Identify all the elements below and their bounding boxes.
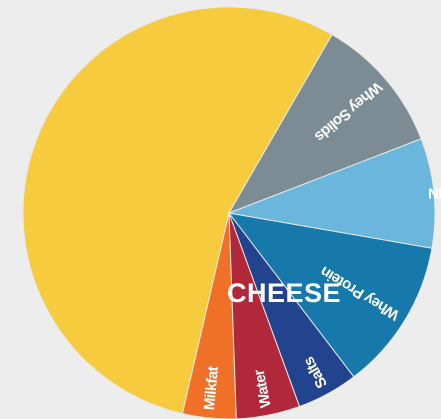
slice-label-cheese: CHEESE	[227, 278, 341, 308]
slice-label-nfdm: NFDM	[428, 185, 441, 202]
slice-label-milkfat: Milkfat	[201, 366, 222, 411]
pie-slice-cheese	[22, 6, 333, 415]
pie-slice-whey-solids	[227, 33, 422, 214]
pie-slice-nfdm	[227, 138, 436, 249]
pie-slice-whey-protein	[227, 212, 433, 378]
